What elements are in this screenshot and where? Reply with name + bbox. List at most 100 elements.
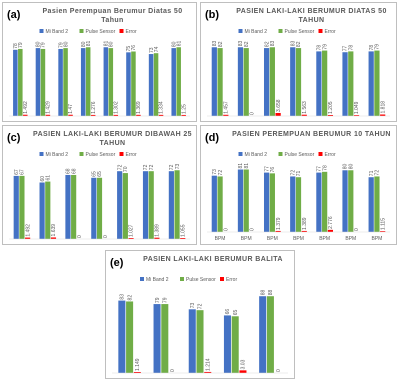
bar [161,304,169,373]
legend-label: Mi Band 2 [245,152,268,158]
bar [275,230,281,232]
legend-label: Error [325,29,336,35]
data-label: 61 [45,175,51,181]
data-label: 0 [103,235,109,238]
data-label: 1.457 [224,101,230,114]
bar [176,47,181,116]
data-label: 77 [343,45,349,51]
legend-label: Pulse Sensor [86,29,116,35]
legend-swatch [220,277,224,281]
data-label: 83 [290,40,296,46]
data-label: 78 [348,45,354,51]
bar [45,114,51,116]
legend-swatch [119,152,124,156]
data-label: 81 [86,40,92,46]
bar [13,49,18,116]
legend-label: Pulse Sensor [186,277,216,283]
data-label: 73 [212,169,218,175]
data-label: 1.334 [159,101,165,114]
data-label: 1.055 [180,224,186,237]
data-label: 81 [238,163,244,169]
bar [85,47,91,116]
legend-swatch [140,277,144,281]
bar [168,171,174,239]
data-label: 72 [198,303,204,309]
data-label: 80 [63,41,69,47]
data-label: 75 [126,46,132,52]
bar [290,47,296,116]
bar [90,114,96,116]
data-label: 83 [120,294,126,300]
bar [263,48,270,116]
data-label: 1.563 [302,101,308,114]
data-label: 73 [149,47,155,53]
bar [301,114,307,116]
data-label: 65 [97,171,103,177]
data-label: 76 [270,167,276,173]
data-label: 72 [149,164,155,170]
legend-label: Mi Band 2 [46,29,69,35]
bar [237,169,244,232]
data-label: 1.492 [23,101,29,114]
data-label: 1.389 [302,217,308,230]
data-label: 60 [40,176,46,182]
data-label: 82 [127,295,133,301]
legend-swatch [79,29,84,33]
legend-label: Error [126,152,137,158]
bar [40,48,46,116]
bar [171,48,176,116]
x-tick-label: BPM [319,236,330,242]
bar [128,238,134,239]
panel-label: (a) [7,9,21,21]
data-label: 1.276 [91,101,97,114]
data-label: 83 [270,40,276,46]
chart-title: PASIEN LAKI-LAKI BERUMUR DIATAS 50 TAHUN [236,8,387,24]
bar [266,296,274,373]
data-label: 77 [264,166,270,172]
data-label: 0 [170,369,176,372]
bar [25,237,31,239]
data-label: 68 [71,168,77,174]
x-tick-label: BPM [241,236,252,242]
data-label: 1.389 [155,224,161,237]
bar [217,176,223,232]
legend-label: Mi Band 2 [46,152,69,158]
bar [91,177,97,239]
data-label: 0 [276,369,282,372]
bar [243,169,249,232]
data-label: 1.049 [354,101,360,114]
bar [148,171,154,239]
legend-swatch [278,152,283,156]
bar [316,51,322,116]
bar [63,48,68,116]
bar [180,238,186,239]
bar [181,114,186,116]
data-label: 3.03 [241,359,247,369]
bar [68,114,73,116]
chart-title: Pasien Perempuan Berumur Diatas 50 Tahun [42,8,183,24]
data-label: 65 [233,310,239,316]
legend-label: Mi Band 2 [146,277,169,283]
data-label: 79 [18,42,24,48]
data-label: 66 [225,309,231,315]
data-label: 0 [250,228,256,231]
bar [23,114,28,116]
legend-label: Error [126,29,137,35]
x-tick-label: BPM [372,236,383,242]
bar [269,173,275,232]
data-label: 0 [77,235,83,238]
bar [58,48,63,116]
data-label: 1.47 [68,104,74,114]
data-label: 1.302 [113,101,119,114]
bar [19,175,25,239]
bar [39,182,45,239]
chart-panel: (c) PASIEN LAKI-LAKI BERUMUR DIBAWAH 25 T… [2,125,197,245]
data-label: 1.205 [328,101,334,114]
bar [50,237,57,239]
data-label: 72 [218,170,224,176]
legend-swatch [238,152,243,156]
legend-label: Error [325,152,336,158]
bar [239,370,247,373]
bar [126,52,131,116]
